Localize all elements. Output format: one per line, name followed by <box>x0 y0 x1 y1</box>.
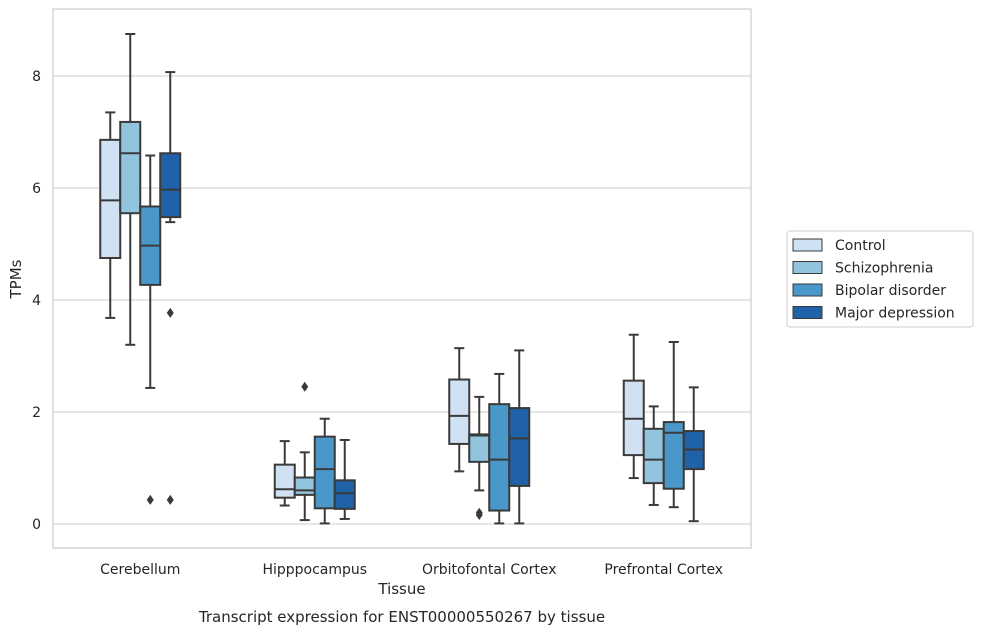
x-axis-title: Tissue <box>377 580 425 598</box>
legend-frame <box>786 230 974 328</box>
box-1-3 <box>642 427 665 485</box>
y-tick-label: 8 <box>32 69 41 85</box>
box-0-1 <box>273 463 296 499</box>
y-tick-labels: 0 2 4 6 8 <box>32 69 41 533</box>
legend-swatch <box>792 306 823 319</box>
box-1-1 <box>293 476 316 496</box>
y-tick-label: 6 <box>32 181 41 197</box>
x-tick-label: Orbitofontal Cortex <box>422 562 557 578</box>
plot-frame <box>52 8 752 549</box>
chart-caption: Transcript expression for ENST0000055026… <box>198 608 605 626</box>
y-tick-label: 4 <box>32 293 41 309</box>
outlier-point <box>475 510 483 521</box>
outlier-point <box>301 381 309 392</box>
x-tick-label: Prefrontal Cortex <box>604 562 723 578</box>
legend-label: Bipolar disorder <box>835 283 946 299</box>
y-tick-label: 2 <box>32 405 41 421</box>
outlier-point <box>166 494 174 505</box>
box-0-0 <box>99 138 122 259</box>
box-3-2 <box>508 407 531 487</box>
box-0-2 <box>448 378 471 445</box>
x-tick-label: Cerebellum <box>100 562 180 578</box>
box-3-0 <box>159 152 182 219</box>
box-2-1 <box>313 435 336 510</box>
box-3-1 <box>333 479 356 510</box>
legend: Control Schizophrenia Bipolar disorder Majo… <box>786 230 974 328</box>
box-2-2 <box>488 403 511 512</box>
legend-label: Major depression <box>835 306 955 322</box>
y-tick-label: 0 <box>32 517 41 533</box>
outlier-point <box>166 307 174 318</box>
box-1-2 <box>468 433 491 463</box>
x-tick-labels: Cerebellum Hipppocampus Orbitofontal Corte… <box>100 562 723 578</box>
legend-label: Schizophrenia <box>835 261 933 277</box>
boxes <box>99 33 705 525</box>
legend-label: Control <box>835 238 886 254</box>
y-axis-title: TPMs <box>7 259 25 299</box>
x-tick-label: Hipppocampus <box>262 562 367 578</box>
legend-swatch <box>792 283 823 297</box>
legend-swatch <box>792 261 823 274</box>
outlier-point <box>146 494 154 505</box>
legend-swatch <box>792 238 823 252</box>
box-1-0 <box>119 120 142 215</box>
